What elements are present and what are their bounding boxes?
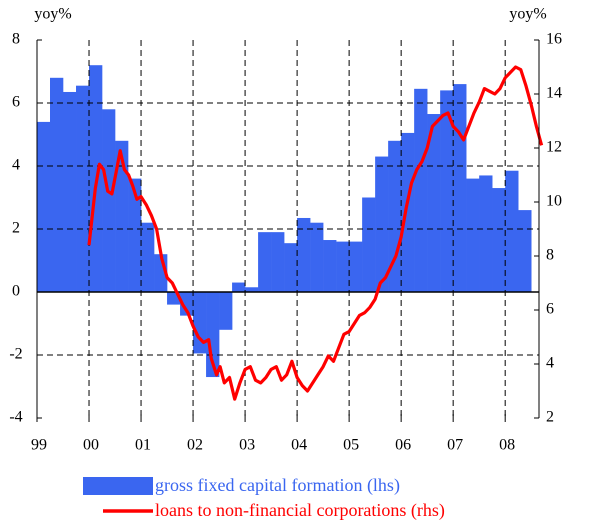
x-tick-label: 00 [83, 437, 99, 454]
bar [388, 140, 402, 292]
x-tick-label: 03 [239, 437, 255, 454]
bar [219, 292, 233, 330]
x-tick-label: 02 [187, 437, 203, 454]
bar [76, 85, 90, 292]
y2-tick-label: 4 [546, 355, 554, 372]
bar [37, 121, 51, 293]
bar [349, 241, 363, 292]
y2-tick-label: 10 [546, 193, 562, 210]
y-axis-label: yoy% [34, 6, 71, 23]
bar [427, 114, 441, 293]
x-tick-label: 07 [447, 437, 463, 454]
y-tick-label: 0 [12, 283, 20, 300]
y-tick-label: 2 [12, 220, 20, 237]
bar [180, 292, 194, 316]
bar [323, 240, 337, 292]
y2-tick-label: 2 [546, 409, 554, 426]
bar [245, 287, 259, 292]
x-tick-label: 08 [499, 437, 515, 454]
bar [505, 170, 519, 292]
x-tick-label: 05 [343, 437, 359, 454]
bar [232, 282, 246, 292]
x-tick-label: 01 [135, 437, 151, 454]
bar [128, 178, 142, 292]
line [87, 65, 544, 401]
bar [193, 292, 207, 354]
bar [258, 232, 272, 292]
bar [284, 243, 298, 292]
y-tick-label: 4 [12, 157, 20, 174]
bar [102, 109, 116, 292]
bar [50, 77, 64, 292]
y-tick-label: 6 [12, 94, 20, 111]
y2-tick-label: 16 [546, 31, 562, 48]
bar [362, 197, 376, 292]
bar [401, 132, 415, 292]
bar [440, 90, 454, 293]
bar [479, 175, 493, 292]
legend-label: loans to non-financial corporations (rhs… [155, 500, 445, 521]
bar [492, 188, 506, 292]
bar [310, 222, 324, 292]
bar [336, 241, 350, 292]
bar [63, 91, 77, 292]
bar [453, 84, 467, 292]
bar [466, 178, 480, 292]
y2-axis-label: yoy% [509, 6, 546, 23]
y-tick-label: -2 [9, 346, 22, 363]
bar [141, 222, 155, 292]
y2-tick-label: 12 [546, 139, 562, 156]
y2-tick-label: 8 [546, 247, 554, 264]
y-tick-label: 8 [12, 31, 20, 48]
legend-label: gross fixed capital formation (lhs) [155, 475, 400, 496]
x-tick-label: 06 [395, 437, 411, 454]
bar [414, 88, 428, 292]
y-tick-label: -4 [9, 409, 22, 426]
y2-tick-label: 14 [546, 85, 562, 102]
bar [375, 156, 389, 292]
bar [297, 217, 311, 292]
legend-swatch [83, 477, 153, 495]
y2-tick-label: 6 [546, 301, 554, 318]
x-tick-label: 99 [31, 437, 47, 454]
x-tick-label: 04 [291, 437, 307, 454]
bar [271, 232, 285, 292]
bar [115, 140, 129, 292]
bar [518, 210, 532, 292]
